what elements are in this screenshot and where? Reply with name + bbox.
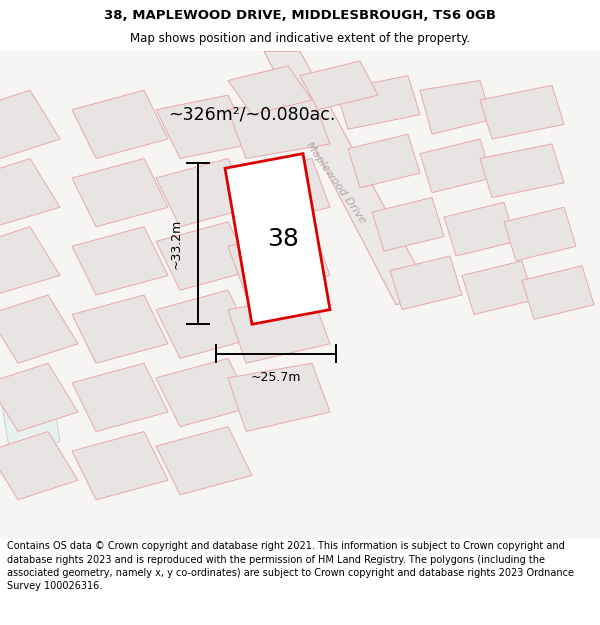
Polygon shape [480,144,564,198]
Polygon shape [228,66,312,114]
Polygon shape [156,222,252,290]
Polygon shape [0,159,60,227]
Polygon shape [72,295,168,363]
Polygon shape [348,134,420,188]
Polygon shape [0,227,60,295]
Polygon shape [228,295,330,363]
Polygon shape [72,159,168,227]
Polygon shape [444,202,516,256]
Polygon shape [72,90,168,159]
Polygon shape [228,363,330,431]
Polygon shape [72,431,168,500]
Polygon shape [462,261,534,314]
Polygon shape [420,81,492,134]
Polygon shape [228,227,330,295]
Polygon shape [156,358,252,427]
Polygon shape [390,256,462,309]
Polygon shape [336,76,420,129]
Polygon shape [300,61,378,110]
Text: 38, MAPLEWOOD DRIVE, MIDDLESBROUGH, TS6 0GB: 38, MAPLEWOOD DRIVE, MIDDLESBROUGH, TS6 … [104,9,496,22]
Polygon shape [522,266,594,319]
Text: ~25.7m: ~25.7m [251,371,301,384]
Polygon shape [0,363,78,431]
Polygon shape [480,86,564,139]
Polygon shape [72,227,168,295]
Text: ~326m²/~0.080ac.: ~326m²/~0.080ac. [168,106,335,124]
Polygon shape [225,154,330,324]
Polygon shape [0,90,60,159]
Text: Maplewood Drive: Maplewood Drive [304,141,368,226]
Polygon shape [156,159,252,227]
Text: Contains OS data © Crown copyright and database right 2021. This information is : Contains OS data © Crown copyright and d… [7,541,574,591]
Polygon shape [0,431,78,500]
Polygon shape [156,95,252,159]
Text: 38: 38 [268,227,299,251]
Polygon shape [420,139,492,192]
Polygon shape [156,427,252,495]
Polygon shape [504,208,576,261]
Polygon shape [156,290,252,358]
Text: Map shows position and indicative extent of the property.: Map shows position and indicative extent… [130,32,470,45]
Polygon shape [228,95,330,159]
Polygon shape [0,295,78,363]
Polygon shape [264,51,432,305]
Polygon shape [72,363,168,431]
Polygon shape [372,198,444,251]
Polygon shape [228,159,330,227]
Polygon shape [0,368,60,466]
Text: ~33.2m: ~33.2m [170,219,183,269]
